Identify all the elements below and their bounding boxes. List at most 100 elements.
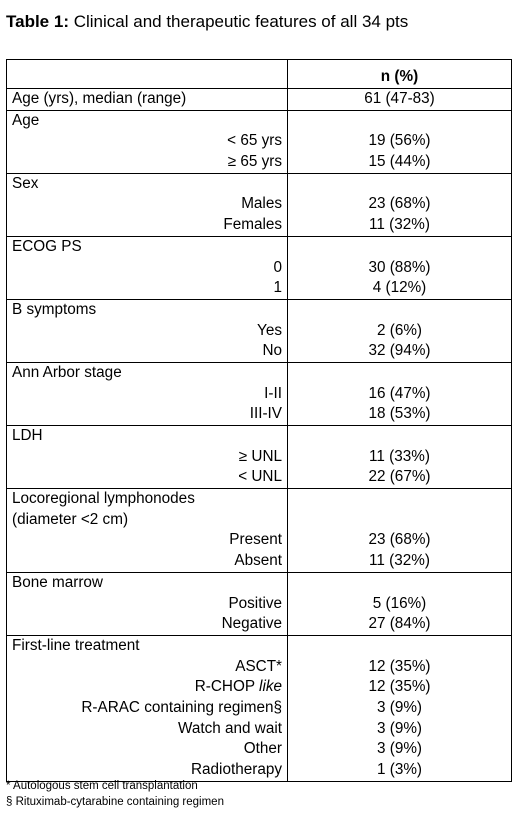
item-label-text: Yes — [257, 321, 282, 339]
item-label-text: No — [262, 342, 282, 360]
item-label-text: Males — [241, 195, 282, 213]
item-label-text: ≥ UNL — [238, 447, 282, 465]
item-value: 11 (32%) — [369, 216, 430, 234]
row-label-cell: Locoregional lymphonodes (diameter <2 cm)… — [6, 488, 288, 573]
item-value: 22 (67%) — [368, 468, 431, 486]
item-label: Males — [12, 194, 282, 215]
item-label-text: Radiotherapy — [191, 761, 282, 778]
item-label: Negative — [12, 614, 282, 635]
item-label: Radiotherapy — [12, 760, 282, 781]
item-value: 11 (33%) — [369, 447, 430, 465]
table-row: First-line treatment ASCT* R-CHOP like R-AR… — [6, 634, 512, 782]
group-label-spacer — [293, 636, 506, 657]
item-label: 1 — [12, 278, 282, 299]
table-number: Table 1: — [6, 12, 69, 31]
item-label: Females — [12, 215, 282, 236]
item-label: I-II — [12, 384, 282, 405]
item-value: 3 (9%) — [376, 719, 423, 737]
row-label-cell: Ann Arbor stage I-II III-IV — [6, 361, 288, 427]
group-label: Ann Arbor stage — [12, 363, 122, 381]
item-label: < UNL — [12, 467, 282, 488]
item-value: 16 (47%) — [368, 384, 431, 402]
group-label-spacer — [293, 237, 506, 258]
group-label-spacer — [293, 363, 506, 384]
item-label-text: Absent — [234, 552, 282, 570]
item-label: Watch and wait — [12, 719, 282, 740]
item-value: 12 (35%) — [368, 678, 431, 696]
group-label-spacer — [293, 510, 506, 531]
table-row: Ann Arbor stage I-II III-IV 16 (47%) 18 (53%… — [6, 361, 512, 427]
table-title: Table 1: Clinical and therapeutic featur… — [6, 12, 408, 32]
row-value-cell: 2 (6%) 32 (94%) — [287, 298, 512, 363]
item-label-text: 0 — [273, 258, 282, 276]
group-label-spacer — [293, 573, 506, 594]
row-value-cell: 19 (56%) 15 (44%) — [287, 109, 512, 174]
item-label-text: ≥ 65 yrs — [227, 153, 282, 171]
row-label-cell: Age < 65 yrs ≥ 65 yrs — [6, 109, 288, 174]
table-row: LDH ≥ UNL < UNL 11 (33%) 22 (67%) — [6, 424, 512, 490]
item-label: ASCT* — [12, 657, 282, 678]
table-row: Bone marrow Positive Negative 5 (16%) 27 (84… — [6, 571, 512, 636]
clinical-features-table: n (%) Age (yrs), median (range) 61 (47-8… — [6, 59, 512, 782]
group-label-continued: (diameter <2 cm) — [12, 510, 129, 528]
row-label-cell: B symptoms Yes No — [6, 298, 288, 363]
item-label: ≥ 65 yrs — [12, 152, 282, 173]
group-label: LDH — [12, 427, 43, 444]
item-label-text: 1 — [273, 279, 282, 297]
row-value-cell: 16 (47%) 18 (53%) — [287, 361, 512, 427]
item-value: 27 (84%) — [368, 615, 431, 633]
item-label: R-CHOP like — [12, 677, 282, 698]
item-value: 18 (53%) — [368, 405, 431, 423]
item-value: 12 (35%) — [368, 657, 431, 675]
item-label: Absent — [12, 551, 282, 572]
group-label: ECOG PS — [12, 237, 82, 255]
group-label: Sex — [12, 174, 39, 192]
table-row: ECOG PS 0 1 30 (88%) 4 (12%) — [6, 235, 512, 300]
item-value: 3 (9%) — [376, 698, 423, 716]
item-value: 30 (88%) — [368, 258, 431, 276]
item-value: 23 (68%) — [368, 195, 431, 213]
group-label: Age — [12, 111, 40, 129]
item-value: 5 (16%) — [372, 594, 427, 612]
item-value: 3 (9%) — [376, 740, 423, 758]
group-label-spacer — [293, 489, 506, 510]
row-value-cell: 23 (68%) 11 (32%) — [287, 488, 512, 573]
item-label-text: ASCT* — [235, 657, 282, 675]
item-label: 0 — [12, 258, 282, 279]
item-value: 32 (94%) — [368, 342, 431, 360]
item-label-text: < UNL — [238, 468, 282, 486]
item-label: Other — [12, 739, 282, 760]
item-label-text: III-IV — [249, 405, 282, 423]
item-label-text: Positive — [228, 594, 282, 612]
footnote-rarac: § Rituximab-cytarabine containing regime… — [6, 796, 224, 808]
item-value: 23 (68%) — [368, 531, 431, 549]
row-label-cell: First-line treatment ASCT* R-CHOP like R-AR… — [6, 634, 288, 782]
item-label-text: Negative — [221, 615, 282, 633]
row-value-cell: 5 (16%) 27 (84%) — [287, 571, 512, 636]
row-value-cell: 23 (68%) 11 (32%) — [287, 172, 512, 237]
row-value-cell: 30 (88%) 4 (12%) — [287, 235, 512, 300]
row-value-cell: 12 (35%) 12 (35%) 3 (9%) 3 (9%) 3 (9%) 1 (3%) — [287, 634, 512, 782]
item-label: ≥ UNL — [12, 447, 282, 468]
item-label-text: Watch and wait — [177, 719, 282, 737]
item-label-text: R-ARAC containing regimen§ — [81, 698, 282, 716]
item-label-text: Present — [229, 531, 282, 549]
table-row: Age (yrs), median (range) 61 (47-83) — [6, 88, 512, 111]
item-label: Present — [12, 530, 282, 551]
item-value: 11 (32%) — [369, 552, 430, 570]
item-label-text: I-II — [264, 384, 282, 402]
group-label-spacer — [293, 426, 506, 447]
group-label-spacer — [293, 111, 506, 132]
group-label: Bone marrow — [12, 573, 103, 591]
header-empty-cell — [6, 59, 288, 89]
age-median-value: 61 (47-83) — [364, 90, 435, 107]
row-value-cell: 11 (33%) 22 (67%) — [287, 424, 512, 490]
item-value: 2 (6%) — [376, 321, 423, 339]
item-label-text: Females — [223, 216, 282, 234]
group-label-spacer — [293, 300, 506, 321]
row-label-cell: Sex Males Females — [6, 172, 288, 237]
row-label-cell: ECOG PS 0 1 — [6, 235, 288, 300]
group-label: First-line treatment — [12, 636, 140, 654]
item-value: 15 (44%) — [368, 153, 431, 171]
item-label: Yes — [12, 321, 282, 342]
